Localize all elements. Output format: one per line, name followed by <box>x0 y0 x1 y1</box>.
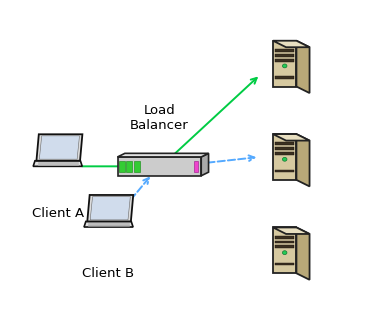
Polygon shape <box>119 161 125 171</box>
Polygon shape <box>37 134 82 161</box>
Circle shape <box>283 157 287 161</box>
Polygon shape <box>275 263 294 265</box>
Polygon shape <box>273 134 310 141</box>
Polygon shape <box>117 153 209 157</box>
Polygon shape <box>275 241 294 243</box>
Polygon shape <box>296 227 310 280</box>
FancyArrowPatch shape <box>177 155 254 166</box>
Circle shape <box>283 251 287 255</box>
Polygon shape <box>84 221 133 227</box>
Polygon shape <box>117 157 201 176</box>
Polygon shape <box>275 236 294 239</box>
Polygon shape <box>33 161 82 166</box>
FancyArrowPatch shape <box>172 78 257 157</box>
Text: Client B: Client B <box>82 268 135 280</box>
Polygon shape <box>126 161 132 171</box>
Polygon shape <box>275 77 294 78</box>
Polygon shape <box>134 161 139 171</box>
FancyArrowPatch shape <box>117 178 149 215</box>
Polygon shape <box>275 245 294 248</box>
Polygon shape <box>275 147 294 150</box>
Polygon shape <box>273 227 296 273</box>
FancyArrowPatch shape <box>82 164 140 169</box>
Polygon shape <box>273 41 296 87</box>
Polygon shape <box>296 134 310 187</box>
Polygon shape <box>273 41 310 47</box>
Circle shape <box>283 64 287 68</box>
Polygon shape <box>40 136 79 159</box>
Polygon shape <box>273 134 296 180</box>
Polygon shape <box>201 153 209 176</box>
Polygon shape <box>275 170 294 172</box>
Polygon shape <box>275 152 294 155</box>
Polygon shape <box>194 161 198 171</box>
Polygon shape <box>87 195 133 221</box>
Text: Client A: Client A <box>31 207 84 220</box>
Polygon shape <box>275 49 294 52</box>
Polygon shape <box>275 142 294 145</box>
Polygon shape <box>275 59 294 62</box>
Polygon shape <box>296 41 310 93</box>
Polygon shape <box>273 227 310 234</box>
Polygon shape <box>90 197 130 220</box>
Text: Load
Balancer: Load Balancer <box>130 104 189 132</box>
Polygon shape <box>275 54 294 57</box>
